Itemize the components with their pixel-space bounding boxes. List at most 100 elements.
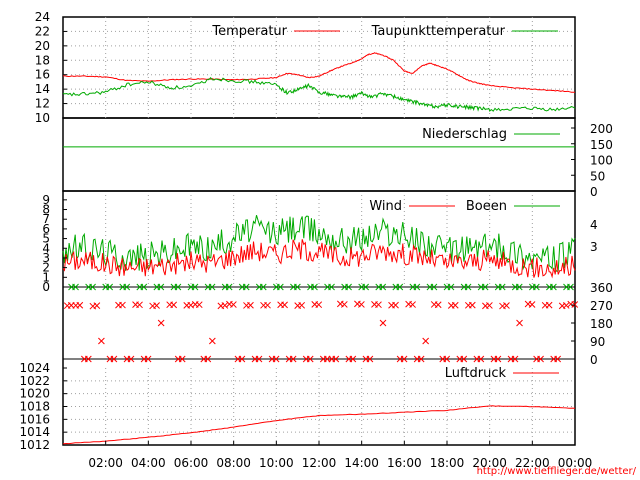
- wind-direction-point: [451, 301, 459, 309]
- temperature-ytick-label: 10: [35, 111, 50, 125]
- wind-ytick-label: 4: [42, 241, 50, 255]
- wind-direction-point-stroke: [451, 301, 459, 309]
- wind-direction-point-stroke: [443, 355, 451, 363]
- wind-direction-point: [550, 283, 557, 291]
- time-xtick-label: 14:00: [344, 456, 379, 470]
- wind-direction-point-stroke: [468, 301, 476, 309]
- wind-series-2-line: [62, 215, 576, 272]
- wind-ytick-label: 1: [42, 270, 50, 284]
- wind-direction-point-stroke: [123, 283, 131, 291]
- wind-direction-point-stroke: [345, 283, 352, 291]
- wind-direction-point-stroke: [511, 355, 519, 363]
- wind-direction-point: [443, 355, 451, 363]
- wind-direction-point-stroke: [358, 301, 365, 308]
- wind-direction-point: [208, 337, 216, 345]
- wind-direction-point-stroke: [136, 301, 143, 309]
- wind-direction-point-stroke: [144, 355, 152, 363]
- pressure-ytick-label: 1012: [19, 438, 50, 452]
- wind-direction-point: [532, 283, 540, 291]
- wind-direction-point: [481, 283, 489, 291]
- wind-direction-point: [208, 283, 216, 291]
- wind-direction-point: [294, 283, 301, 291]
- wind-ytick-label: 7: [42, 212, 50, 226]
- wind-direction-point: [340, 301, 348, 308]
- wind-direction-point: [221, 302, 229, 309]
- wind-direction-point-stroke: [230, 301, 237, 308]
- wind-direction-point: [84, 355, 92, 363]
- wind-direction-point: [515, 283, 523, 291]
- temperature-ytick-label: 18: [35, 53, 50, 67]
- time-xtick-label: 04:00: [131, 456, 166, 470]
- wind-direction-point-stroke: [528, 301, 536, 308]
- wind-direction-point-stroke: [516, 319, 523, 327]
- wind-direction-point: [503, 302, 510, 309]
- wind-direction-point: [545, 301, 553, 309]
- wind-direction-point: [157, 283, 165, 291]
- wind-direction-point: [447, 283, 455, 291]
- wind-direction-point-stroke: [332, 355, 340, 363]
- wind-direction-point: [298, 301, 306, 309]
- wind-direction-point-stroke: [178, 355, 186, 363]
- wind-direction-point-stroke: [195, 301, 203, 309]
- wind-direction-point: [554, 355, 562, 363]
- wind-direction-point-stroke: [460, 355, 468, 363]
- wind-direction-point: [119, 301, 126, 309]
- wind-direction-point-stroke: [242, 283, 250, 291]
- temperature-ytick-label: 24: [35, 10, 50, 24]
- wind-direction-point: [468, 301, 476, 309]
- wind-direction-point: [242, 283, 250, 291]
- wind-series-1-line: [62, 239, 576, 279]
- wind-direction-point: [486, 302, 493, 309]
- wind-direction-point: [204, 355, 212, 363]
- wind-direction-point-stroke: [247, 301, 254, 309]
- wind-direction-ytick-label: 0: [590, 353, 598, 367]
- wind-direction-point: [178, 355, 186, 363]
- wind-direction-point-stroke: [362, 283, 370, 291]
- wind-direction-point: [413, 283, 421, 291]
- wind-direction-point: [276, 283, 284, 291]
- wind-direction-point-stroke: [481, 283, 489, 291]
- wind-direction-point: [255, 355, 263, 363]
- wind-direction-point: [195, 301, 203, 309]
- wind-direction-point: [281, 301, 288, 309]
- pressure-ytick-label: 1022: [19, 374, 50, 388]
- wind-direction-point-stroke: [477, 355, 485, 363]
- wind-direction-point-stroke: [392, 301, 399, 309]
- wind-direction-ytick-label: 360: [590, 281, 613, 295]
- wind-direction-point: [392, 301, 399, 309]
- wind-ytick-label: 9: [42, 193, 50, 207]
- wind-direction-point: [375, 301, 382, 309]
- wind-direction-point: [379, 319, 387, 327]
- legend-boeen-label: Boeen: [466, 199, 507, 214]
- wind-direction-point: [537, 355, 544, 363]
- precipitation-ytick-label: 0: [590, 185, 598, 199]
- legend-luftdruck-label: Luftdruck: [445, 366, 507, 381]
- wind-direction-point: [272, 355, 280, 363]
- wind-direction-point: [110, 355, 118, 363]
- wind-direction-point: [567, 283, 574, 291]
- series-layer: [62, 52, 579, 445]
- wind-direction-point-stroke: [422, 337, 430, 345]
- wind-direction-point-stroke: [225, 283, 233, 291]
- wind-right-ytick-label: 3: [590, 240, 598, 254]
- wind-direction-point: [230, 301, 237, 308]
- wind-direction-point: [140, 283, 148, 291]
- temperature-ytick-label: 12: [35, 97, 50, 111]
- wind-direction-point: [345, 283, 352, 291]
- wind-direction-point: [516, 319, 523, 327]
- wind-direction-point-stroke: [375, 301, 382, 309]
- wind-direction-point-stroke: [174, 283, 182, 291]
- wind-direction-point-stroke: [494, 355, 502, 363]
- wind-direction-point-stroke: [417, 355, 425, 363]
- pressure-ytick-label: 1016: [19, 412, 50, 426]
- pressure-series-line: [62, 405, 576, 445]
- wind-direction-point: [157, 319, 165, 327]
- wind-direction-point: [93, 302, 101, 309]
- temperature-ytick-label: 22: [35, 24, 50, 38]
- wind-direction-point-stroke: [238, 355, 246, 363]
- time-xtick-label: 10:00: [259, 456, 294, 470]
- temperature-ytick-label: 16: [35, 68, 50, 82]
- wind-direction-point-stroke: [328, 283, 335, 291]
- wind-direction-point: [174, 283, 182, 291]
